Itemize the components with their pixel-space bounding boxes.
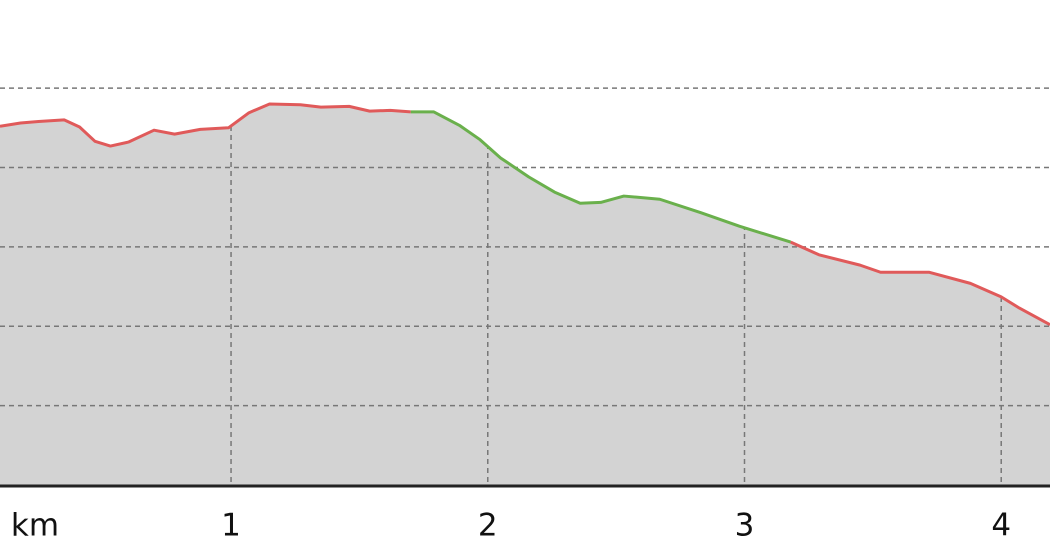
x-tick-label: 4	[991, 508, 1011, 544]
x-axis-label: km	[11, 508, 59, 544]
elevation-area	[790, 241, 1050, 486]
elevation-line	[790, 240, 1050, 326]
elevation-area	[0, 103, 412, 486]
x-tick-label: 2	[478, 508, 498, 544]
elevation-line	[410, 110, 792, 244]
x-tick-label: 1	[221, 508, 241, 544]
elevation-line	[0, 102, 411, 148]
x-tick-label: 3	[735, 508, 755, 544]
